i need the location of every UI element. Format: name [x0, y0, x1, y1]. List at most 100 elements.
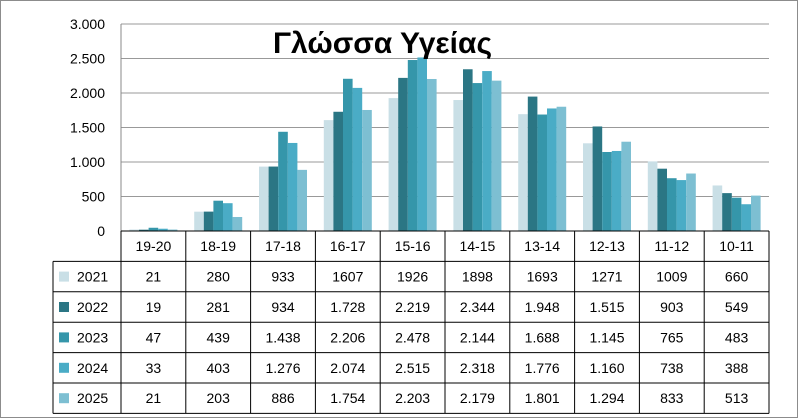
legend-swatch — [59, 302, 69, 312]
data-label: 1.160 — [589, 360, 624, 376]
data-label: 21 — [146, 269, 162, 285]
legend-swatch — [59, 332, 69, 343]
bar-2022-10-11 — [722, 193, 732, 231]
data-label: 886 — [271, 390, 295, 406]
bar-2024-19-20 — [158, 228, 168, 231]
data-label: 33 — [146, 360, 162, 376]
data-label: 1.801 — [525, 390, 560, 406]
bar-2024-13-14 — [547, 108, 557, 231]
data-label: 1898 — [462, 269, 493, 285]
y-tick-label: 2.000 — [70, 85, 105, 101]
data-label: 933 — [271, 269, 295, 285]
bar-2025-18-19 — [232, 216, 243, 231]
data-label: 2.219 — [395, 299, 430, 315]
data-label: 765 — [660, 329, 684, 345]
data-label: 2.203 — [395, 390, 430, 406]
x-tick-label: 16-17 — [330, 238, 366, 254]
bar-2021-17-18 — [259, 166, 269, 231]
bar-2025-12-13 — [621, 141, 631, 231]
legend-swatch — [59, 362, 69, 373]
bars — [129, 57, 761, 232]
data-table: 19-20 18-19 17-18 16-17 15-16 14-15 13-14 12-13… — [52, 230, 770, 414]
data-label: 1926 — [397, 269, 428, 285]
bar-2023-16-17 — [343, 78, 353, 231]
data-label: 1.438 — [265, 329, 300, 345]
data-label: 1.145 — [589, 329, 624, 345]
x-tick-label: 18-19 — [200, 238, 236, 254]
data-label: 1.515 — [589, 299, 624, 315]
y-tick-label: 1.500 — [70, 120, 105, 136]
bar-2021-16-17 — [323, 120, 334, 231]
legend-label: 2025 — [77, 390, 108, 406]
bar-2025-19-20 — [167, 229, 178, 231]
x-tick-label: 10-11 — [719, 238, 754, 254]
data-label: 2.206 — [330, 329, 365, 345]
bar-2024-15-16 — [417, 57, 427, 232]
bar-2025-17-18 — [297, 169, 307, 231]
bar-2024-14-15 — [482, 71, 492, 231]
bar-2021-13-14 — [518, 114, 528, 231]
data-label: 203 — [207, 390, 231, 406]
data-label: 2.318 — [460, 360, 495, 376]
data-label: 1.754 — [330, 390, 365, 406]
bar-2025-11-12 — [686, 173, 696, 231]
y-axis-ticks: 0 500 1.000 1.500 2.000 2.500 3.000 — [70, 16, 105, 239]
bar-2025-16-17 — [362, 109, 372, 231]
data-label: 1.728 — [330, 299, 365, 315]
bar-2023-10-11 — [731, 197, 742, 231]
y-tick-label: 500 — [82, 189, 106, 205]
bar-2024-16-17 — [352, 87, 363, 231]
data-label: 549 — [725, 299, 749, 315]
data-label: 281 — [207, 299, 231, 315]
y-tick-label: 2.500 — [70, 51, 105, 67]
legend-label: 2022 — [77, 299, 108, 315]
data-label: 660 — [725, 269, 749, 285]
bar-2023-13-14 — [537, 114, 547, 231]
bar-2023-12-13 — [602, 151, 612, 231]
data-label: 1271 — [591, 269, 622, 285]
bar-2023-18-19 — [213, 200, 223, 231]
bar-2021-19-20 — [129, 229, 139, 231]
data-label: 903 — [660, 299, 684, 315]
data-label: 2.344 — [460, 299, 495, 315]
data-label: 439 — [207, 329, 231, 345]
y-tick-label: 3.000 — [70, 16, 105, 32]
x-tick-label: 17-18 — [265, 238, 301, 254]
data-label: 403 — [207, 360, 231, 376]
legend-label: 2024 — [77, 360, 108, 376]
bar-2024-10-11 — [741, 204, 751, 231]
bar-2021-15-16 — [388, 98, 399, 231]
chart-title: Γλώσσα Υγείας — [273, 27, 492, 60]
data-label: 934 — [271, 299, 295, 315]
data-label: 2.515 — [395, 360, 430, 376]
data-label: 2.074 — [330, 360, 365, 376]
bar-2022-14-15 — [463, 69, 473, 231]
bar-2023-15-16 — [407, 60, 418, 231]
bar-2025-10-11 — [751, 195, 761, 231]
x-tick-label: 15-16 — [395, 238, 431, 254]
data-label: 19 — [146, 299, 162, 315]
data-label: 1.294 — [589, 390, 624, 406]
bar-2021-10-11 — [712, 185, 723, 231]
legend-swatch — [59, 393, 69, 404]
data-label: 2.478 — [395, 329, 430, 345]
x-tick-label: 12-13 — [589, 238, 625, 254]
x-tick-label: 14-15 — [459, 238, 495, 254]
data-label: 47 — [146, 329, 162, 345]
data-label: 483 — [725, 329, 749, 345]
data-label: 2.179 — [460, 390, 495, 406]
data-label: 1009 — [656, 269, 687, 285]
bar-2023-19-20 — [148, 227, 159, 231]
bar-2023-17-18 — [278, 131, 288, 231]
data-label: 2.144 — [460, 329, 495, 345]
data-label: 513 — [725, 390, 749, 406]
data-label: 21 — [146, 390, 162, 406]
bar-2024-11-12 — [676, 180, 687, 231]
bar-2024-12-13 — [611, 150, 622, 231]
data-label: 1.688 — [525, 329, 560, 345]
y-tick-label: 0 — [97, 223, 105, 239]
bar-2022-13-14 — [527, 96, 538, 231]
bar-2025-13-14 — [556, 106, 567, 231]
